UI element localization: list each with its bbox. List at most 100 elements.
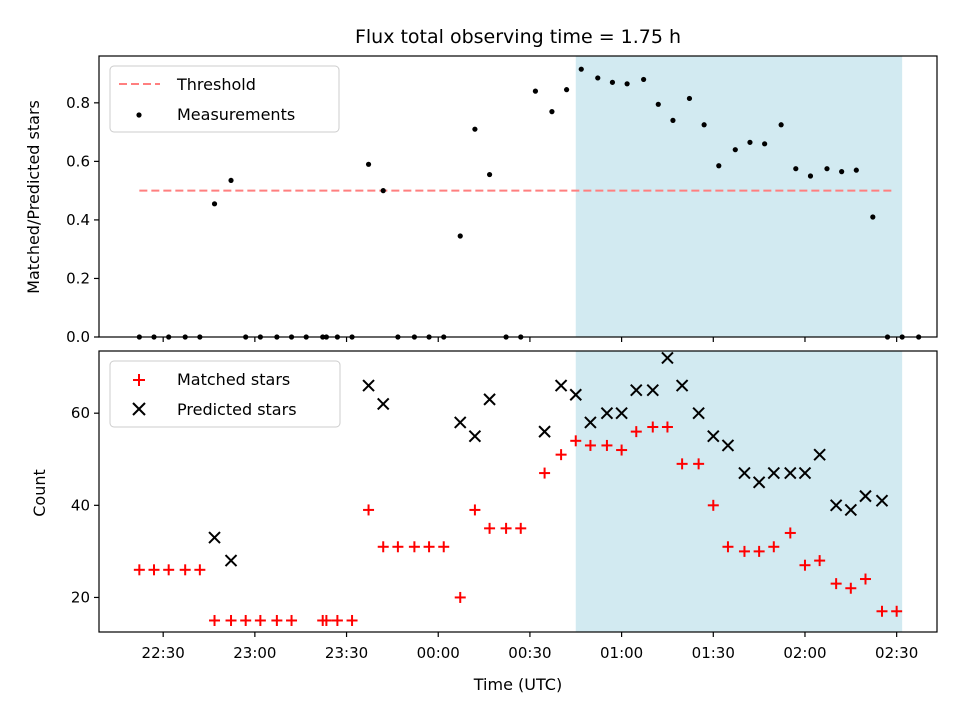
legend-matched-label: Matched stars <box>177 370 290 389</box>
matched-star-point <box>722 541 734 553</box>
matched-star-point <box>799 559 811 571</box>
predicted-star-point <box>721 439 735 452</box>
predicted-star-point <box>675 379 689 392</box>
matched-star-point <box>320 614 332 626</box>
matched-star-point <box>438 541 450 553</box>
top-y-ticks: 0.0 0.2 0.4 0.6 0.8 <box>66 94 99 346</box>
predicted-star-point <box>692 406 705 420</box>
x-tick-label: 01:00 <box>600 644 643 662</box>
legend-matched-marker <box>133 374 145 386</box>
matched-star-point <box>133 564 145 576</box>
predicted-star-point <box>707 430 720 443</box>
measurement-point <box>549 109 555 115</box>
x-tick-label: 02:30 <box>875 644 918 662</box>
y-tick-label: 60 <box>71 404 90 422</box>
predicted-star-point <box>362 379 375 392</box>
bottom-x-ticks: 22:30 23:00 23:30 00:00 00:30 01:00 01:30 02:00… <box>142 632 918 662</box>
matched-star-point <box>515 522 527 534</box>
legend-predicted-marker <box>132 402 146 416</box>
matched-star-point <box>876 605 888 617</box>
matched-star-point <box>331 614 343 626</box>
bottom-plot-frame <box>98 350 938 633</box>
matched-star-point <box>240 614 252 626</box>
top-panel: 0.00.20.40.60.8 Matched/Predicted stars … <box>24 55 938 346</box>
measurement-point <box>807 173 814 179</box>
legend-measurements-label: Measurements <box>177 105 295 124</box>
matched-star-point <box>163 564 175 576</box>
matched-star-point <box>469 504 481 516</box>
bottom-y-axis-label: Count <box>30 469 49 517</box>
matched-star-point <box>209 614 221 626</box>
measurement-point <box>228 177 234 184</box>
highlight-span-rect <box>575 56 903 337</box>
predicted-star-point <box>829 499 843 512</box>
x-tick-label: 02:00 <box>783 644 826 662</box>
y-tick-label: 0.8 <box>66 94 90 112</box>
matched-star-point <box>254 614 266 626</box>
matched-star-point <box>286 614 298 626</box>
x-axis-label: Time (UTC) <box>473 675 562 694</box>
legend-measurements-marker <box>136 112 142 118</box>
matched-star-point <box>555 449 567 461</box>
measurement-point <box>747 139 753 145</box>
matched-star-point <box>377 541 389 553</box>
top-x-ticks <box>162 337 898 342</box>
matched-star-point <box>570 435 582 447</box>
bottom-legend: Matched stars Predicted stars <box>109 360 341 428</box>
measurement-point <box>365 161 372 167</box>
predicted-star-point <box>584 416 597 429</box>
matched-star-point <box>738 545 750 557</box>
predicted-star-point <box>661 351 674 365</box>
top-y-axis-label: Matched/Predicted stars <box>24 100 43 294</box>
matched-star-point <box>225 614 237 626</box>
matched-star-point <box>539 467 551 479</box>
matched-star-point <box>194 564 206 576</box>
matched-star-point <box>484 522 496 534</box>
predicted-star-point <box>377 397 390 411</box>
top-plot-frame <box>98 55 938 338</box>
highlight-span-rect <box>575 351 903 632</box>
measurement-point <box>472 126 478 132</box>
top-highlight-span <box>575 56 903 337</box>
measurement-point <box>686 95 693 102</box>
matched-star-point <box>408 541 420 553</box>
x-tick-label: 23:30 <box>325 644 368 662</box>
matched-star-point <box>891 605 903 617</box>
y-tick-label: 0.2 <box>66 269 90 287</box>
predicted-star-point <box>538 425 551 438</box>
predicted-star-point <box>468 430 482 443</box>
measurement-point <box>870 214 876 220</box>
measurement-point <box>563 87 570 93</box>
matched-star-point <box>616 444 628 456</box>
matched-star-point <box>346 614 358 626</box>
x-tick-label: 00:00 <box>417 644 460 662</box>
y-tick-label: 20 <box>71 588 90 606</box>
predicted-star-point <box>483 393 496 406</box>
x-tick-label: 01:30 <box>692 644 735 662</box>
matched-star-point <box>363 504 375 516</box>
bottom-y-ticks: 20 40 60 <box>71 404 99 606</box>
x-tick-label: 00:30 <box>508 644 551 662</box>
y-tick-label: 40 <box>71 496 90 514</box>
measurement-point <box>762 141 768 147</box>
predicted-star-point <box>646 383 659 397</box>
bottom-highlight-span <box>575 351 903 632</box>
measurement-point <box>609 79 616 85</box>
predicted-star-point <box>813 448 826 461</box>
measurement-point <box>486 171 493 178</box>
matched-star-point <box>179 564 191 576</box>
bottom-panel: 22:30 23:00 23:30 00:00 00:30 01:00 01:30 02:00… <box>30 350 938 694</box>
matched-star-point <box>271 614 283 626</box>
predicted-star-point <box>752 476 766 489</box>
predicted-star-point <box>569 388 582 401</box>
measurement-point <box>824 166 830 172</box>
y-tick-label: 0.0 <box>66 328 90 346</box>
x-tick-label: 23:00 <box>233 644 276 662</box>
measurement-point <box>839 169 845 175</box>
predicted-star-point <box>208 531 221 544</box>
predicted-star-point <box>600 406 614 420</box>
predicted-star-point <box>767 466 781 480</box>
matched-star-point <box>601 439 613 451</box>
measurement-point <box>532 88 539 94</box>
